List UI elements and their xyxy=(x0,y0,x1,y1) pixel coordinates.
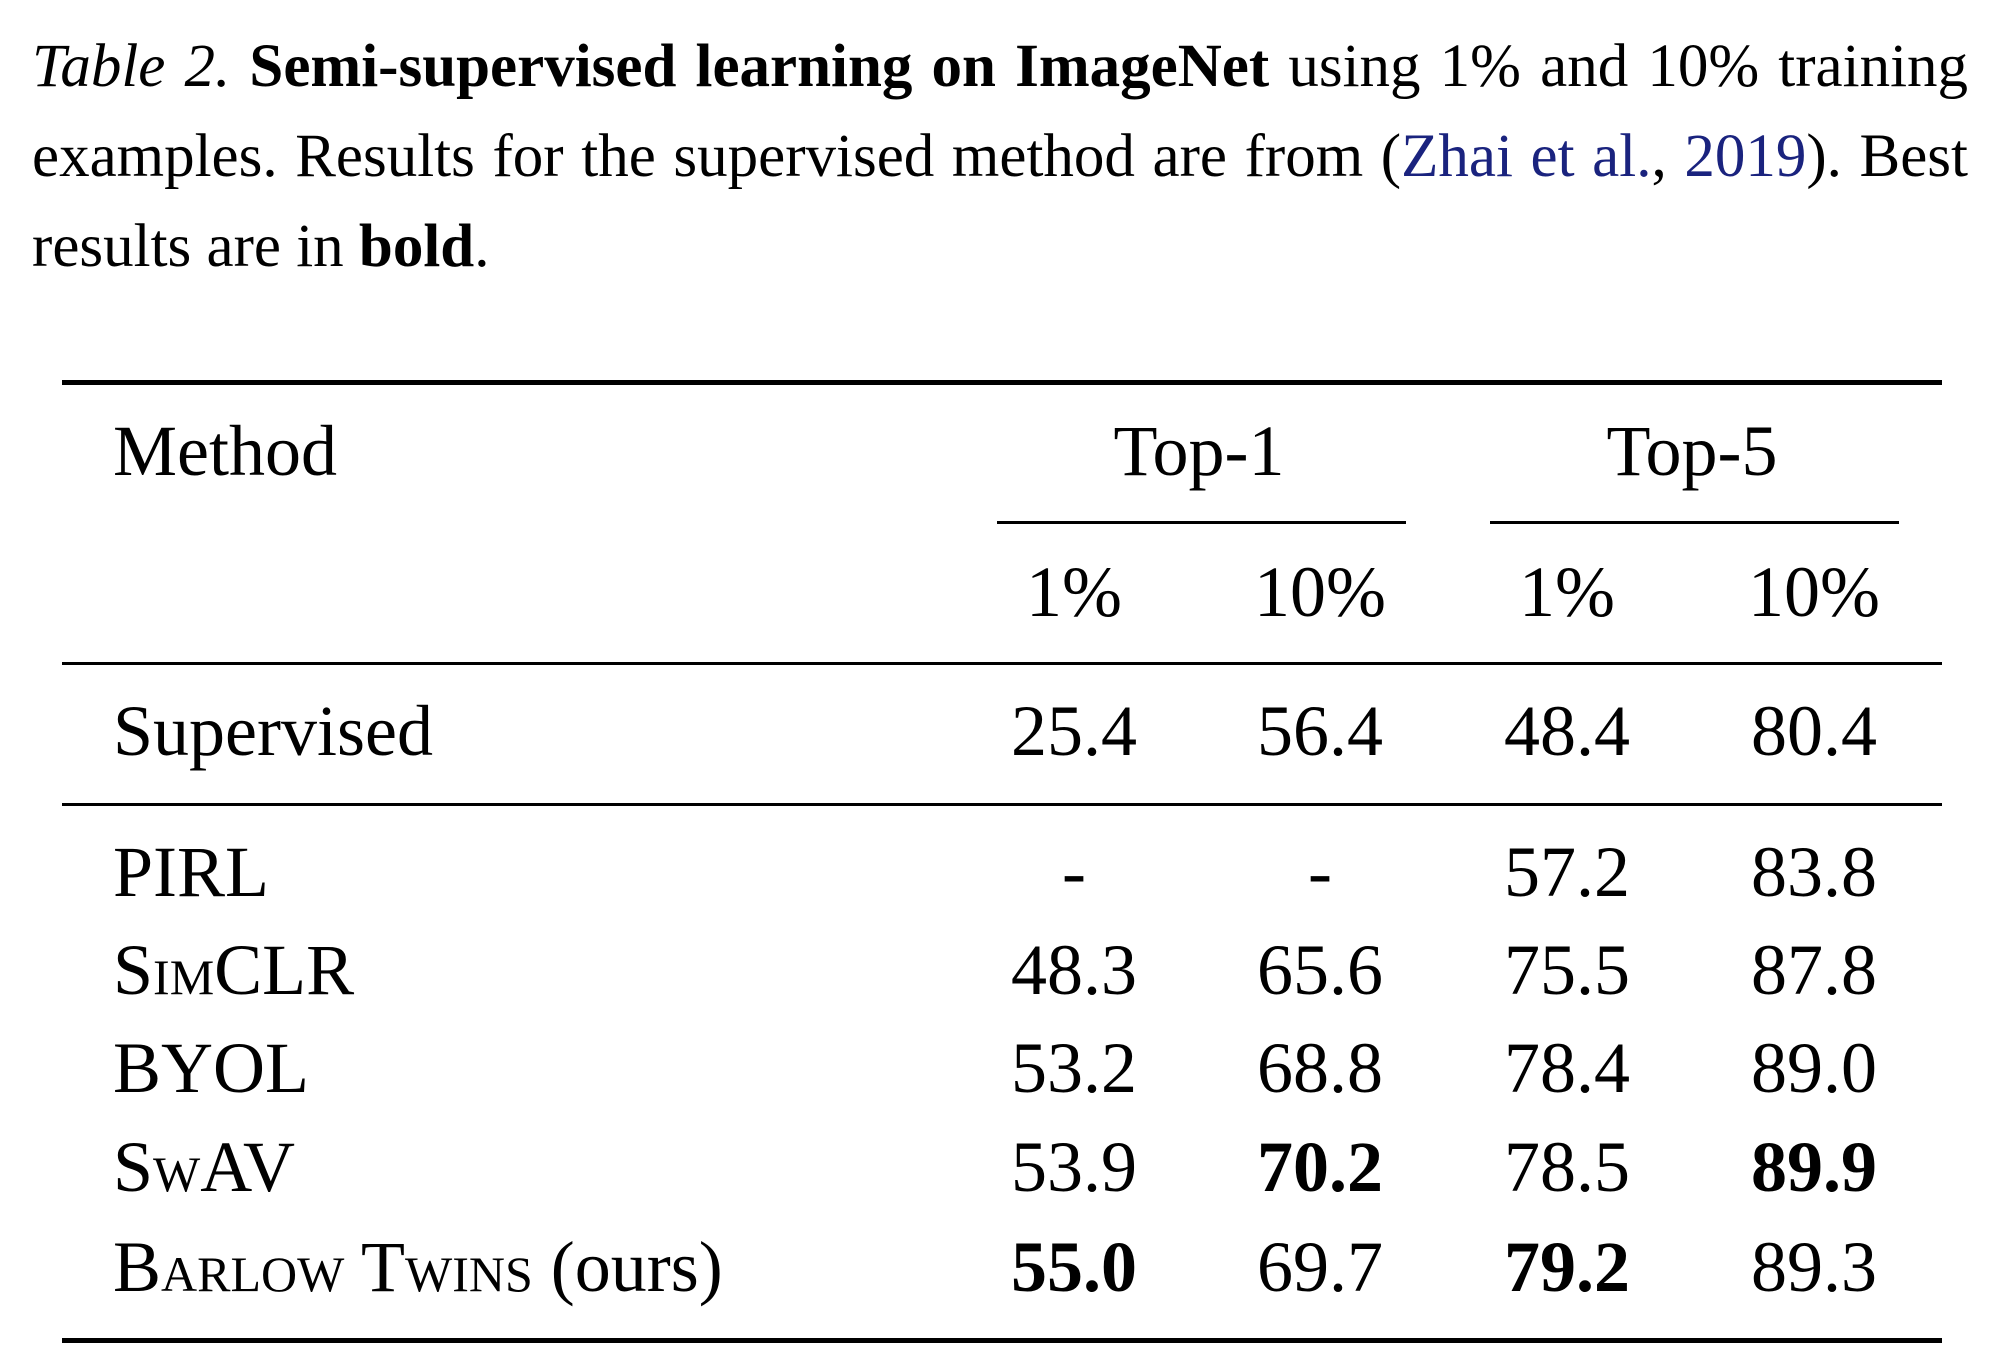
table-cell: 89.3 xyxy=(1751,1227,1877,1307)
caption-segment: . xyxy=(474,213,490,280)
table-cell: 78.5 xyxy=(1504,1127,1630,1207)
method-part: (ours) xyxy=(532,1227,723,1307)
table-cell: 69.7 xyxy=(1257,1227,1383,1307)
caption-segment: using 1% and 10% training examples. Resu… xyxy=(32,33,1969,190)
caption-segment: bold xyxy=(358,213,475,280)
method-name: Barlow Twins (ours) xyxy=(113,1222,723,1312)
method-part: Barlow Twins xyxy=(113,1227,533,1307)
rule xyxy=(62,379,1942,385)
method-part: PIRL xyxy=(113,832,270,912)
table-cell: - xyxy=(1062,832,1086,912)
method-name: SimCLR xyxy=(113,925,354,1015)
rule xyxy=(62,802,1942,806)
table-cell: 25.4 xyxy=(1011,691,1137,771)
header-group: Top-1 xyxy=(1113,411,1285,491)
table-cell: 75.5 xyxy=(1504,930,1630,1010)
table-cell: 57.2 xyxy=(1504,832,1630,912)
header-method: Method xyxy=(113,411,337,491)
caption-segment: ). Best results are in xyxy=(32,123,1968,280)
table-cell: 89.0 xyxy=(1751,1028,1877,1108)
rule xyxy=(62,1337,1942,1343)
table-cell: 68.8 xyxy=(1257,1028,1383,1108)
table-cell: 89.9 xyxy=(1751,1127,1877,1207)
table-cell: 87.8 xyxy=(1751,930,1877,1010)
caption-segment: 2019 xyxy=(1684,123,1807,190)
method-part: BYOL xyxy=(113,1028,309,1108)
table-cell: 53.9 xyxy=(1011,1127,1137,1207)
caption-segment: Zhai et al. xyxy=(1401,123,1652,190)
method-name: PIRL xyxy=(113,827,269,917)
header-subcolumn: 10% xyxy=(1748,552,1880,632)
table-cell: 55.0 xyxy=(1011,1227,1137,1307)
method-name: BYOL xyxy=(113,1023,309,1113)
method-part: SwAV xyxy=(113,1127,295,1207)
caption-segment: Table 2. xyxy=(32,33,231,100)
caption-segment: , xyxy=(1651,123,1685,190)
table-cell: 80.4 xyxy=(1751,691,1877,771)
rule xyxy=(62,661,1942,665)
table-cell: - xyxy=(1308,832,1332,912)
table-cell: 78.4 xyxy=(1504,1028,1630,1108)
rule xyxy=(1490,520,1899,524)
table-cell: 48.4 xyxy=(1504,691,1630,771)
header-subcolumn: 1% xyxy=(1026,552,1122,632)
header-group: Top-5 xyxy=(1606,411,1778,491)
table-cell: 70.2 xyxy=(1257,1127,1383,1207)
rule xyxy=(997,520,1406,524)
caption-segment xyxy=(230,33,249,100)
method-part: SimCLR xyxy=(113,930,355,1010)
table-cell: 56.4 xyxy=(1257,691,1383,771)
table-cell: 83.8 xyxy=(1751,832,1877,912)
caption: Table 2. Semi-supervised learning on Ima… xyxy=(32,22,1968,292)
table-cell: 65.6 xyxy=(1257,930,1383,1010)
header-subcolumn: 1% xyxy=(1519,552,1615,632)
method-part: Supervised xyxy=(113,691,433,771)
header-subcolumn: 10% xyxy=(1254,552,1386,632)
method-name: SwAV xyxy=(113,1122,295,1212)
caption-segment: Semi-supervised learning on ImageNet xyxy=(249,33,1270,100)
table-cell: 48.3 xyxy=(1011,930,1137,1010)
table-cell: 79.2 xyxy=(1504,1227,1630,1307)
table-cell: 53.2 xyxy=(1011,1028,1137,1108)
method-name: Supervised xyxy=(113,686,433,776)
